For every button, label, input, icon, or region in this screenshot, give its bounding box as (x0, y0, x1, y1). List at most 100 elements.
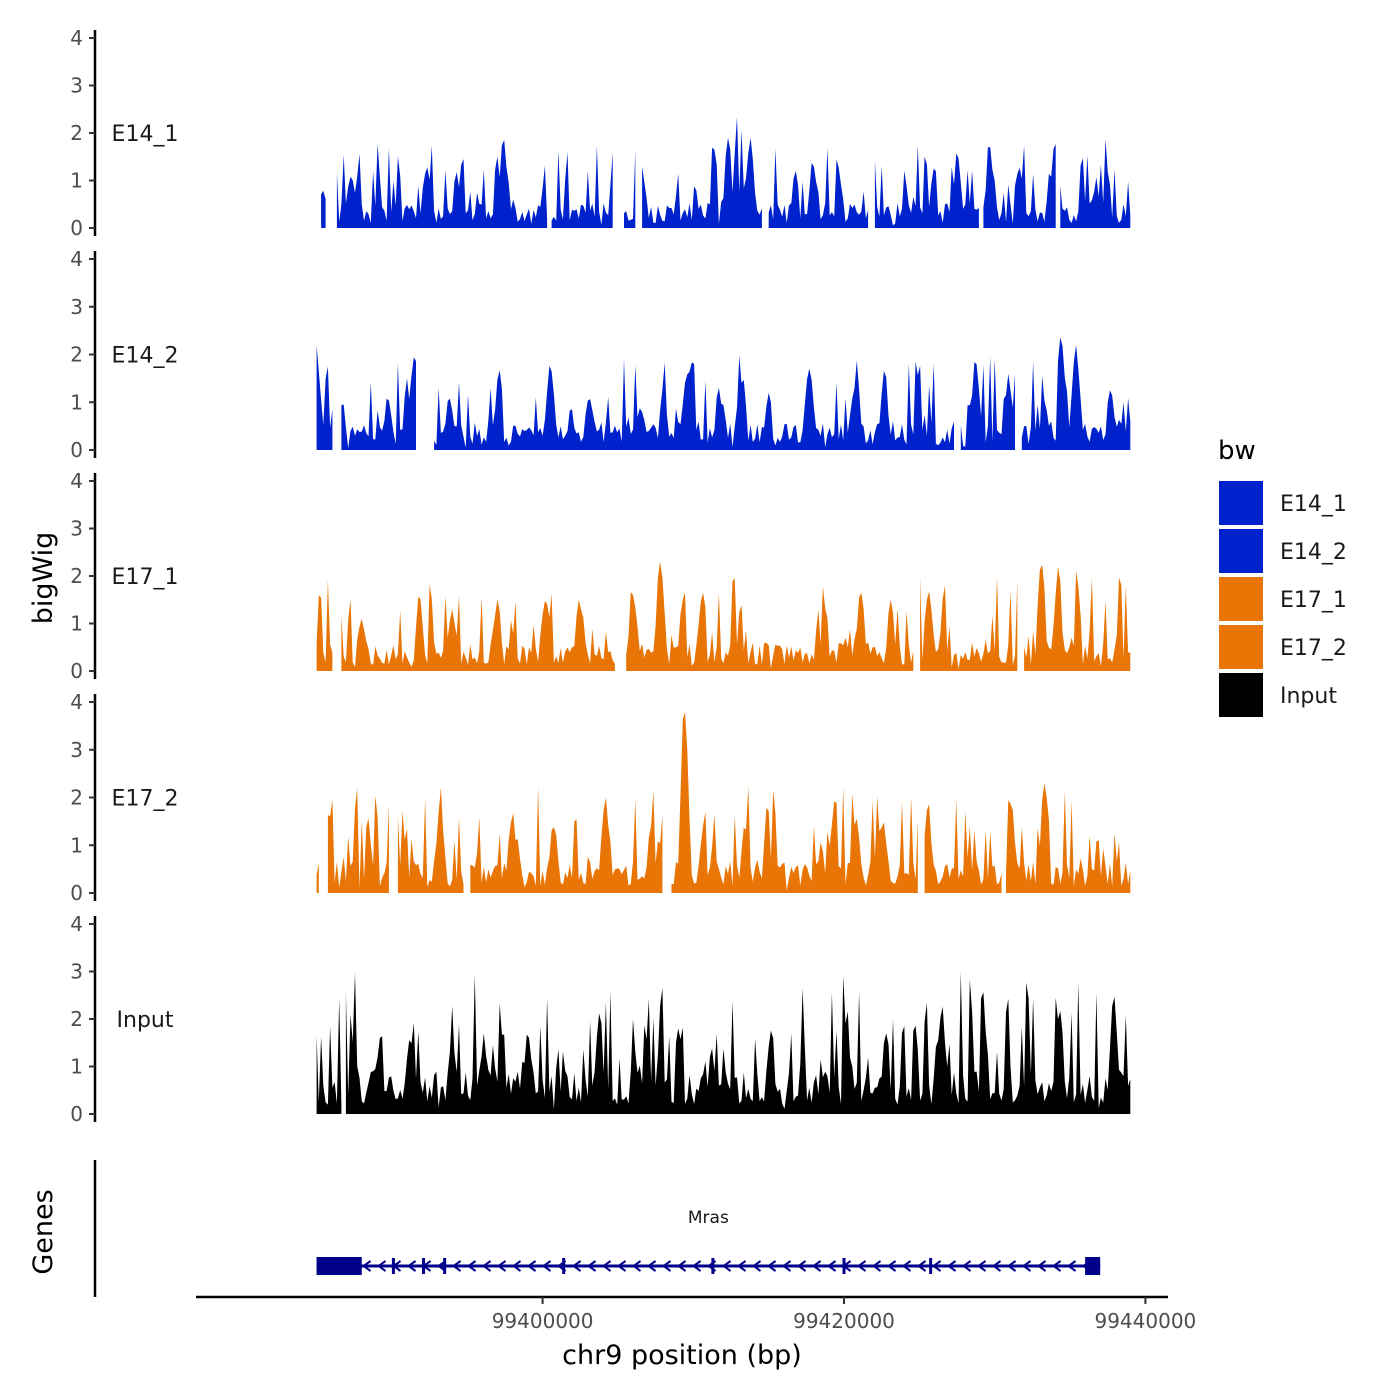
y-tick-label: 0 (70, 659, 83, 683)
gene-exon (443, 1258, 447, 1274)
y-tick-label: 1 (70, 1055, 83, 1079)
strand-arrow (1066, 1260, 1077, 1272)
y-tick-label: 0 (70, 438, 83, 462)
strand-arrow (736, 1260, 747, 1272)
strand-arrow (496, 1260, 507, 1272)
strand-arrow (646, 1260, 657, 1272)
y-tick-label: 0 (70, 216, 83, 240)
track-label: Input (117, 1008, 174, 1033)
strand-arrow (586, 1260, 597, 1272)
y-tick-label: 3 (70, 738, 83, 762)
y-tick-label: 3 (70, 960, 83, 984)
strand-arrow (451, 1260, 462, 1272)
strand-arrow (361, 1260, 372, 1272)
strand-arrow (781, 1260, 792, 1272)
strand-arrow (376, 1260, 387, 1272)
strand-arrow (856, 1260, 867, 1272)
strand-arrow (526, 1260, 537, 1272)
signal-area-E14_1 (1060, 139, 1131, 228)
signal-area-E14_1 (336, 140, 548, 228)
strand-arrow (601, 1260, 612, 1272)
strand-arrow (1036, 1260, 1047, 1272)
strand-arrow (466, 1260, 477, 1272)
signal-area-E17_2 (1006, 783, 1131, 893)
y-tick-label: 4 (70, 469, 83, 493)
gene-Mras: Mras (316, 1208, 1101, 1275)
strand-arrow (676, 1260, 687, 1272)
strand-arrow (511, 1260, 522, 1272)
legend-label: E14_1 (1280, 492, 1347, 517)
signal-area-E17_2 (671, 712, 918, 893)
signal-area-Input (316, 998, 342, 1114)
y-tick-label: 1 (70, 612, 83, 636)
gene-exon (929, 1258, 933, 1274)
strand-arrow (766, 1260, 777, 1272)
strand-arrow (571, 1260, 582, 1272)
y-tick-label: 2 (70, 121, 83, 145)
signal-area-E17_2 (470, 787, 663, 893)
signal-area-E14_2 (316, 344, 333, 450)
gene-exon (1085, 1257, 1101, 1275)
strand-arrow (1021, 1260, 1032, 1272)
signal-area-E17_2 (397, 787, 464, 893)
legend-key-Input (1219, 673, 1263, 717)
y-axis-title: bigWig (28, 532, 59, 625)
bigwig-tracks: 0 1 2 3 4 E14_1 0 1 2 3 4 E14_2 0 1 2 3 4 E17_1 0 1 2 3 4 E17_2… (70, 26, 1131, 1126)
signal-area-E14_1 (768, 148, 869, 228)
signal-area-E17_1 (626, 561, 914, 671)
signal-area-E14_1 (624, 150, 636, 228)
signal-area-E14_1 (642, 116, 762, 228)
signal-area-E17_1 (341, 584, 615, 671)
track-Input: 0 1 2 3 4 Input (70, 912, 1131, 1126)
strand-arrow (796, 1260, 807, 1272)
legend-key-E17_2 (1219, 625, 1263, 669)
strand-arrow (616, 1260, 627, 1272)
gene-exon (316, 1257, 362, 1275)
legend-title: bw (1218, 436, 1256, 466)
signal-area-E14_1 (551, 146, 613, 228)
signal-area-E14_2 (434, 355, 955, 450)
signal-area-E14_1 (983, 144, 1056, 228)
strand-arrow (826, 1260, 837, 1272)
y-tick-label: 3 (70, 74, 83, 98)
gene-exon (842, 1258, 846, 1274)
genes-panel: Mras (93, 1160, 1101, 1297)
signal-area-E14_1 (321, 190, 326, 228)
x-tick-label: 99440000 (1094, 1309, 1196, 1333)
legend-label: E17_1 (1280, 588, 1347, 613)
strand-arrow (991, 1260, 1002, 1272)
y-tick-label: 4 (70, 26, 83, 50)
signal-area-E17_2 (316, 863, 319, 893)
strand-arrow (976, 1260, 987, 1272)
gene-exon (711, 1258, 715, 1274)
strand-arrow (406, 1260, 417, 1272)
signal-area-E17_1 (316, 579, 333, 671)
track-E17_2: 0 1 2 3 4 E17_2 (70, 690, 1131, 905)
y-tick-label: 0 (70, 1102, 83, 1126)
track-label: E17_1 (112, 565, 179, 590)
strand-arrow (631, 1260, 642, 1272)
strand-arrow (481, 1260, 492, 1272)
legend-key-E17_1 (1219, 577, 1263, 621)
signal-area-Input (345, 972, 1131, 1114)
y-tick-label: 1 (70, 833, 83, 857)
legend-label: Input (1280, 684, 1337, 709)
strand-arrow (931, 1260, 942, 1272)
track-E14_2: 0 1 2 3 4 E14_2 (70, 247, 1131, 462)
strand-arrow (901, 1260, 912, 1272)
signal-area-E14_2 (1021, 337, 1131, 450)
legend: bw E14_1 E14_2 E17_1 E17_2 Input (1218, 436, 1347, 717)
gene-exon (422, 1258, 426, 1274)
strand-arrow (541, 1260, 552, 1272)
x-axis-title: chr9 position (bp) (562, 1340, 802, 1371)
y-tick-label: 2 (70, 786, 83, 810)
signal-area-E17_1 (1024, 564, 1131, 671)
legend-label: E14_2 (1280, 540, 1347, 565)
legend-key-E14_1 (1219, 481, 1263, 525)
track-label: E17_2 (112, 787, 179, 812)
strand-arrow (811, 1260, 822, 1272)
y-tick-label: 4 (70, 690, 83, 714)
track-E14_1: 0 1 2 3 4 E14_1 (70, 26, 1131, 240)
y-tick-label: 1 (70, 390, 83, 414)
